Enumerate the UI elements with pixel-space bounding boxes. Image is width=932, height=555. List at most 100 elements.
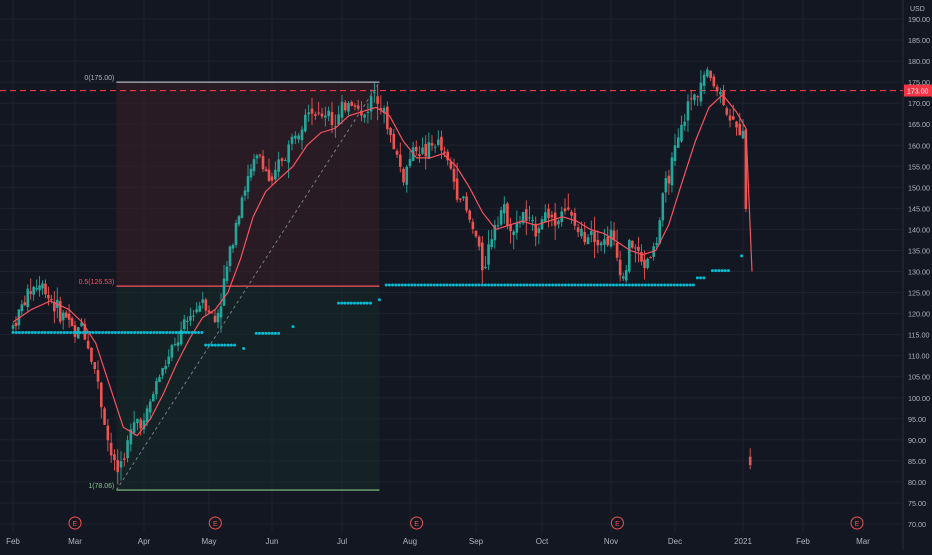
candle-body (524, 209, 528, 221)
candle-body (421, 147, 424, 154)
candle-body (246, 176, 250, 192)
fib-level-label: 1(78.06) (88, 483, 114, 490)
stop-dot (359, 301, 363, 305)
stop-dot (621, 283, 625, 287)
stop-dot (197, 331, 201, 335)
stop-dot (277, 331, 281, 335)
stop-dot (187, 331, 191, 335)
stop-dot (506, 283, 510, 287)
candle-body (615, 242, 619, 258)
stop-dot (496, 283, 500, 287)
stop-dot (586, 283, 590, 287)
candle-body (465, 196, 468, 211)
stop-dot (576, 283, 580, 287)
earnings-marker[interactable] (68, 516, 82, 530)
candle-body (563, 208, 567, 212)
stop-dot (579, 283, 583, 287)
candle-body (528, 217, 531, 219)
stop-dot (720, 269, 724, 273)
candle-body (474, 230, 478, 237)
candle-body (455, 178, 459, 200)
candle-body (207, 310, 211, 313)
candle-body (570, 211, 573, 216)
stop-dot (567, 283, 571, 287)
candle-body (267, 169, 271, 181)
stop-dot (467, 283, 471, 287)
stop-dot (442, 283, 446, 287)
candle-body (304, 114, 307, 132)
candle-body (237, 216, 241, 225)
y-tick-label: 95.00 (908, 415, 926, 424)
candle-body (471, 221, 475, 230)
candle-body (179, 329, 183, 345)
candle-body (35, 287, 38, 290)
candle-body (167, 356, 171, 365)
stop-dot (643, 283, 647, 287)
stop-dot (503, 283, 507, 287)
stop-dot (17, 331, 21, 335)
candle-body (521, 212, 525, 224)
y-tick-label: 105.00 (908, 373, 930, 382)
stop-dot (448, 283, 452, 287)
stop-dot (78, 331, 82, 335)
candle-body (90, 347, 93, 362)
stop-dot (349, 301, 353, 305)
candle-body (225, 266, 229, 281)
stop-dot (291, 325, 295, 329)
stop-dot (254, 331, 258, 335)
earnings-marker[interactable] (208, 516, 222, 530)
candle-body (667, 175, 671, 184)
candle-body (376, 96, 379, 104)
stop-dot (190, 331, 194, 335)
candle-body (748, 456, 752, 466)
candle-body (680, 124, 683, 142)
earnings-marker[interactable] (850, 516, 864, 530)
stop-dot (608, 283, 612, 287)
x-tick-label: Mar (856, 537, 870, 546)
y-tick-label: 150.00 (908, 183, 930, 192)
stop-dot (75, 331, 79, 335)
stop-dot (369, 301, 372, 305)
stop-dot (11, 331, 15, 335)
stop-dot (117, 331, 121, 335)
y-tick-label: 190.00 (908, 15, 930, 24)
stop-dot (515, 283, 519, 287)
stop-dot (663, 283, 667, 287)
stop-dot (519, 283, 523, 287)
earnings-marker[interactable] (410, 516, 424, 530)
stop-dot (624, 283, 628, 287)
stop-dot (682, 283, 686, 287)
stop-dot (464, 283, 468, 287)
candle-body (240, 197, 244, 218)
candle-body (210, 312, 214, 314)
stop-dot (384, 283, 388, 287)
stop-dot (193, 331, 197, 335)
candle-body (477, 236, 481, 247)
stop-dot (104, 331, 108, 335)
candle-body (719, 92, 722, 95)
fib-level-label: 0.5(126.53) (79, 279, 115, 286)
candle-body (11, 325, 15, 329)
candle-body (284, 159, 287, 161)
stop-dot (81, 331, 85, 335)
stop-dot (637, 283, 641, 287)
candle-body (129, 429, 133, 445)
candle-body (182, 319, 186, 329)
x-tick-label: Mar (68, 537, 82, 546)
candle-body (676, 137, 680, 148)
candle-body (340, 101, 344, 118)
earnings-marker[interactable] (610, 516, 624, 530)
candle-body (468, 210, 472, 220)
current-price-label: 173.00 (907, 89, 929, 96)
candle-body (583, 231, 587, 243)
stop-dot (217, 343, 221, 347)
candle-body (255, 155, 259, 159)
candle-body (395, 150, 399, 155)
stop-dot (615, 283, 619, 287)
stop-dot (403, 283, 407, 287)
candle-body (195, 309, 198, 313)
candle-body (576, 227, 580, 233)
x-tick-label: Feb (796, 537, 810, 546)
